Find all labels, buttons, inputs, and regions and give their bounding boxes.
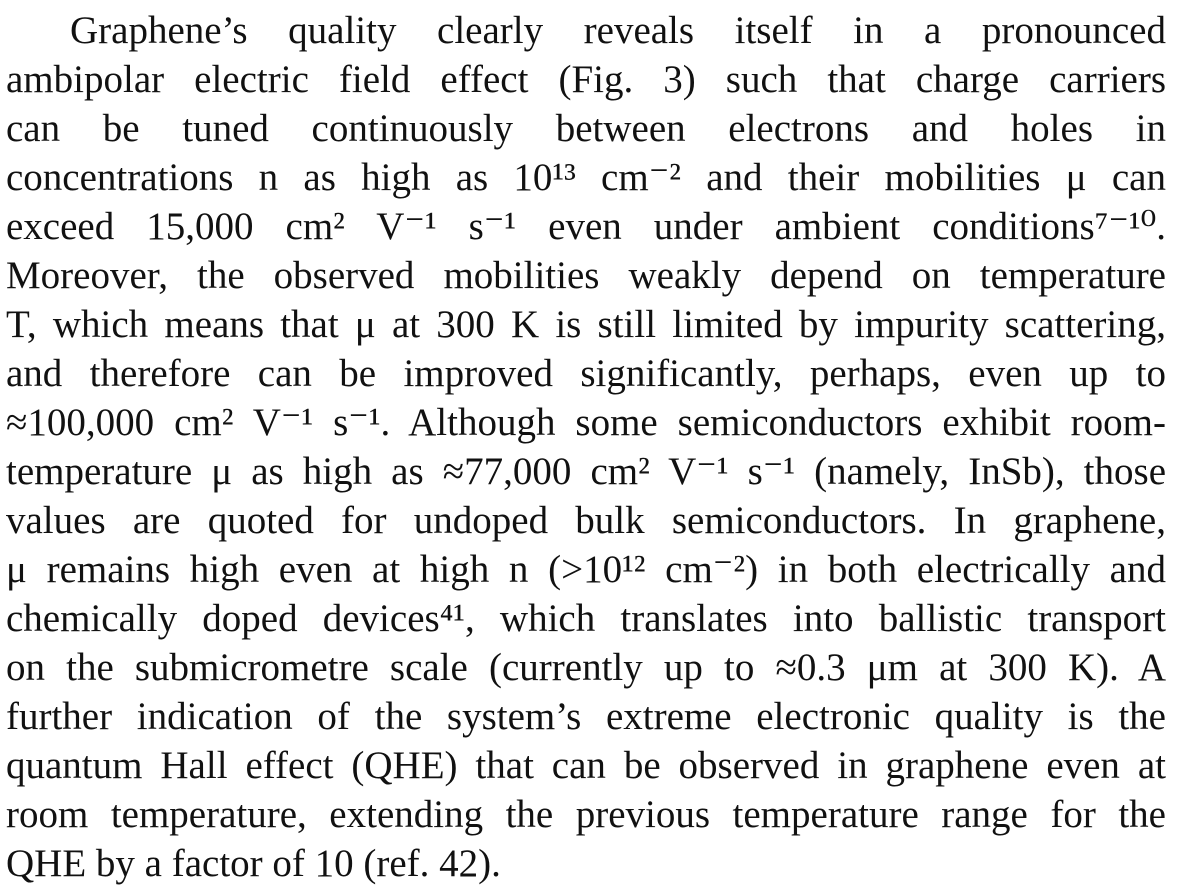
text-line: ≈100,000 cm² V⁻¹ s⁻¹. Although some semi… bbox=[6, 401, 1166, 444]
text-line: can be tuned continuously between electr… bbox=[6, 107, 1166, 150]
text-line: μ remains high even at high n (>10¹² cm⁻… bbox=[6, 548, 1166, 591]
text-line: room temperature, extending the previous… bbox=[6, 793, 1166, 836]
text-line: concentrations n as high as 10¹³ cm⁻² an… bbox=[6, 156, 1166, 199]
text-line: exceed 15,000 cm² V⁻¹ s⁻¹ even under amb… bbox=[6, 205, 1166, 248]
text-line: ambipolar electric field effect (Fig. 3)… bbox=[6, 58, 1166, 101]
text-line: further indication of the system’s extre… bbox=[6, 695, 1166, 738]
text-line: quantum Hall effect (QHE) that can be ob… bbox=[6, 744, 1166, 787]
text-line: on the submicrometre scale (currently up… bbox=[6, 646, 1166, 689]
text-line: Graphene’s quality clearly reveals itsel… bbox=[70, 9, 1166, 52]
text-line: T, which means that μ at 300 K is still … bbox=[6, 303, 1166, 346]
text-line: values are quoted for undoped bulk semic… bbox=[6, 499, 1166, 542]
body-paragraph: Graphene’s quality clearly reveals itsel… bbox=[6, 6, 1166, 888]
text-line: chemically doped devices⁴¹, which transl… bbox=[6, 597, 1166, 640]
text-line: Moreover, the observed mobilities weakly… bbox=[6, 254, 1166, 297]
text-line: and therefore can be improved significan… bbox=[6, 352, 1166, 395]
text-line: QHE by a factor of 10 (ref. 42). bbox=[6, 842, 501, 885]
text-line: temperature μ as high as ≈77,000 cm² V⁻¹… bbox=[6, 450, 1166, 493]
